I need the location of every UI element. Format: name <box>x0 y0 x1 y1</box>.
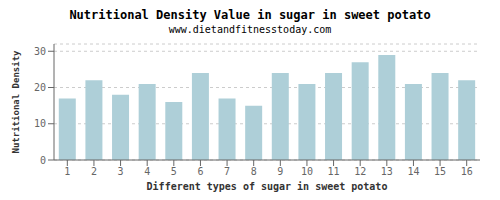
html-text:www.dietandfitnesstoday.com: www.dietandfitnesstoday.com <box>168 24 332 35</box>
svg-text:9: 9 <box>277 166 283 177</box>
svg-text:30: 30 <box>34 46 46 57</box>
svg-text:14: 14 <box>407 166 419 177</box>
svg-text:6: 6 <box>197 166 203 177</box>
svg-text:Nutritional Density: Nutritional Density <box>11 50 21 154</box>
svg-text:12: 12 <box>354 166 366 177</box>
svg-text:20: 20 <box>34 82 46 93</box>
svg-text:16: 16 <box>461 166 473 177</box>
svg-text:3: 3 <box>118 166 124 177</box>
svg-text:15: 15 <box>434 166 446 177</box>
svg-text:2: 2 <box>91 166 97 177</box>
svg-text:0: 0 <box>40 155 46 166</box>
svg-text:5: 5 <box>171 166 177 177</box>
svg-text:13: 13 <box>381 166 393 177</box>
html-text:Nutritional Density Value in s: Nutritional Density Value in sugar in sw… <box>69 8 431 22</box>
svg-text:7: 7 <box>224 166 230 177</box>
svg-text:4: 4 <box>144 166 150 177</box>
svg-text:11: 11 <box>328 166 340 177</box>
svg-text:1: 1 <box>64 166 70 177</box>
svg-text:10: 10 <box>34 118 46 129</box>
svg-text:8: 8 <box>251 166 257 177</box>
svg-text:Different types of sugar in sw: Different types of sugar in sweet potato <box>147 181 388 192</box>
svg-text:10: 10 <box>301 166 313 177</box>
